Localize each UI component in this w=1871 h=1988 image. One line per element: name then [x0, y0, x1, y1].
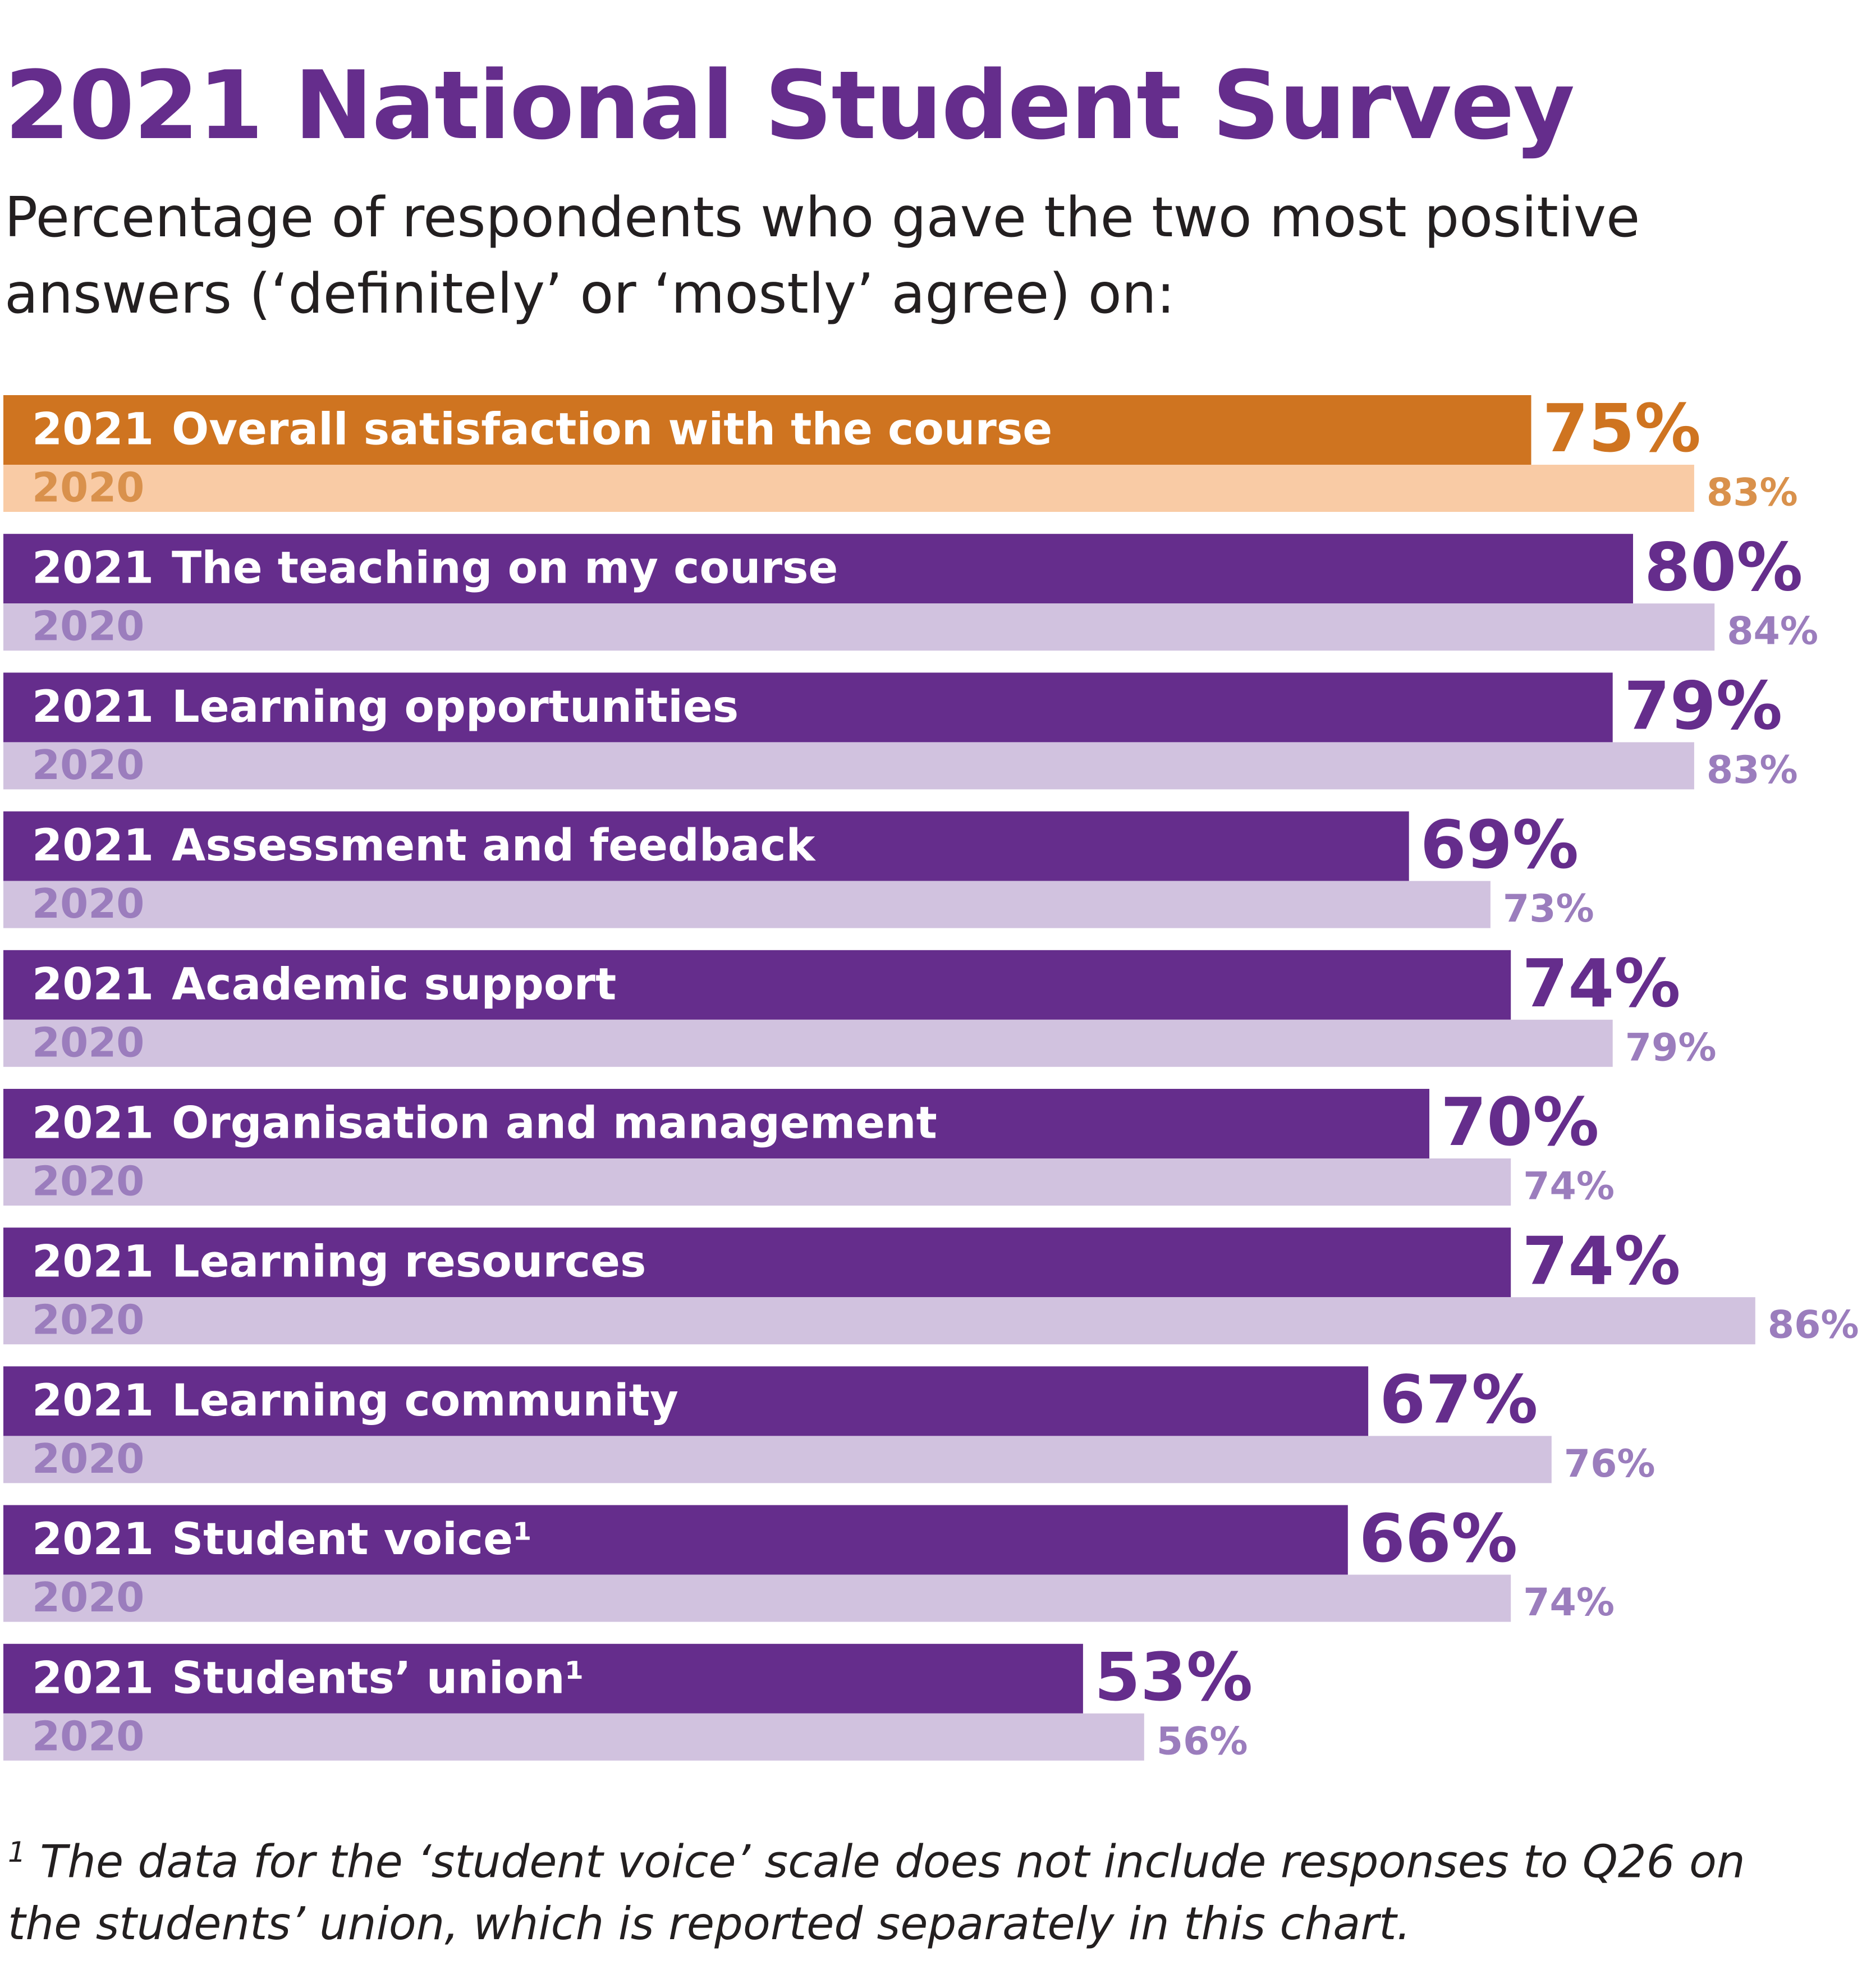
category-label: Learning opportunities	[172, 682, 739, 732]
footnote: 1 The data for the ‘student voice’ scale…	[8, 1821, 1804, 1955]
footnote-text: The data for the ‘student voice’ scale d…	[8, 1835, 1745, 1950]
series-label: 2020	[32, 1574, 144, 1621]
category-label: Academic support	[172, 959, 616, 1010]
value-label: 69%	[1420, 806, 1579, 883]
value-label: 74%	[1523, 1581, 1615, 1625]
bar	[3, 1505, 1348, 1575]
series-label: 2020	[32, 1019, 144, 1066]
series-label: 2021	[32, 1237, 154, 1288]
bar	[3, 881, 1491, 928]
series-label: 2020	[32, 1158, 144, 1205]
value-label: 53%	[1094, 1638, 1253, 1716]
bar	[3, 395, 1531, 465]
series-label: 2021	[32, 821, 154, 871]
value-label: 84%	[1727, 610, 1818, 654]
bar	[3, 1227, 1511, 1298]
series-label: 2020	[32, 1435, 144, 1482]
bar	[3, 1089, 1429, 1158]
value-label: 83%	[1707, 471, 1798, 515]
category-label: Learning resources	[172, 1237, 646, 1288]
value-label: 74%	[1522, 945, 1680, 1022]
value-label: 74%	[1523, 1165, 1615, 1209]
value-label: 73%	[1503, 887, 1594, 931]
bar	[3, 1019, 1613, 1067]
category-label: Student voice¹	[172, 1514, 532, 1565]
bar	[3, 1158, 1511, 1206]
value-label: 70%	[1441, 1083, 1599, 1161]
value-label: 66%	[1359, 1500, 1517, 1577]
series-label: 2021	[32, 959, 154, 1010]
bar	[3, 950, 1511, 1020]
category-label: Students’ union¹	[172, 1653, 584, 1703]
series-label: 2020	[32, 1712, 144, 1760]
value-label: 86%	[1768, 1303, 1859, 1348]
category-label: Learning community	[172, 1376, 678, 1426]
category-label: Assessment and feedback	[172, 821, 817, 871]
bar	[3, 1643, 1083, 1714]
series-label: 2020	[32, 1297, 144, 1344]
value-label: 67%	[1379, 1361, 1538, 1439]
value-label: 79%	[1625, 1025, 1717, 1070]
bar	[3, 534, 1633, 604]
bar	[3, 1366, 1369, 1436]
category-label: The teaching on my course	[172, 543, 838, 594]
bar	[3, 742, 1694, 790]
bar	[3, 672, 1613, 743]
series-label: 2020	[32, 464, 144, 511]
series-label: 2020	[32, 603, 144, 650]
value-label: 74%	[1522, 1222, 1680, 1299]
value-label: 56%	[1157, 1719, 1248, 1763]
footnote-marker: 1	[8, 1836, 26, 1868]
series-label: 2020	[32, 880, 144, 927]
category-label: Organisation and management	[172, 1098, 937, 1148]
bar	[3, 603, 1715, 651]
chart-subtitle: Percentage of respondents who gave the t…	[4, 186, 1640, 326]
series-label: 2021	[32, 1514, 154, 1565]
series-label: 2021	[32, 1653, 154, 1703]
value-label: 76%	[1564, 1442, 1656, 1486]
chart-title: 2021 National Student Survey	[4, 51, 1575, 161]
series-label: 2021	[32, 404, 154, 455]
bar	[3, 811, 1409, 881]
bar	[3, 465, 1694, 512]
value-label: 79%	[1624, 667, 1782, 745]
category-label: Overall satisfaction with the course	[172, 404, 1052, 455]
value-label: 83%	[1707, 748, 1798, 793]
series-label: 2021	[32, 543, 154, 594]
series-label: 2020	[32, 741, 144, 789]
series-label: 2021	[32, 1098, 154, 1148]
series-label: 2021	[32, 1376, 154, 1426]
series-label: 2021	[32, 682, 154, 732]
bar	[3, 1436, 1552, 1483]
value-label: 75%	[1543, 390, 1701, 467]
bar	[3, 1574, 1511, 1622]
bar	[3, 1297, 1755, 1345]
value-label: 80%	[1644, 528, 1803, 606]
bar	[3, 1713, 1144, 1761]
